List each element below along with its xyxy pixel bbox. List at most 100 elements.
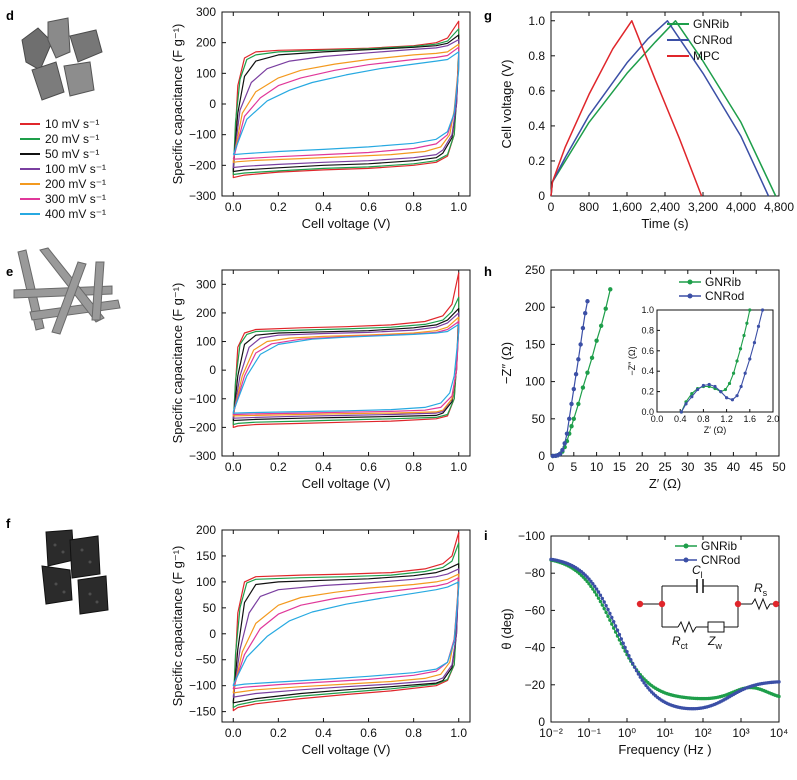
nyquist-point [569,401,574,407]
phase-point [606,614,610,618]
phase-point [600,603,604,607]
phase-point [638,675,642,679]
nyquist-point [585,370,590,375]
y-tick-label: −50 [196,653,217,667]
panel-letter-g: g [484,8,492,23]
gcd-line-CNRod [550,20,770,197]
legend-label: CNRod [693,33,732,47]
y-axis-label: Cell voltage (V) [499,60,514,149]
y-axis-label: θ (deg) [499,608,514,649]
inset-x-tick-label: 0.0 [651,414,664,424]
y-tick-label: 0 [538,449,545,463]
inset-point [742,333,746,338]
legend-label: CNRod [701,553,740,567]
phase-point [593,584,597,588]
inset-y-tick-label: 0.4 [641,366,654,376]
y-tick-label: 100 [196,335,216,349]
y-tick-label: 200 [196,306,216,320]
phase-point [591,581,595,586]
cv-loop-5 [232,43,460,163]
x-tick-label: 0.6 [360,726,377,740]
nanorod-illustration [13,247,121,335]
nyquist-point [560,447,565,453]
nyquist-line-GNRib [552,289,611,457]
circuit-node [734,600,742,608]
x-axis-label: Cell voltage (V) [302,742,391,757]
inset-y-tick-label: 1.0 [641,305,654,315]
x-tick-label: 10 [590,460,604,474]
phase-point [610,622,614,626]
nyquist-point [603,306,608,311]
x-axis-label: Z′ (Ω) [649,476,681,491]
x-tick-label: 1.0 [450,726,467,740]
nyquist-point [573,371,579,377]
x-tick-label: 40 [727,460,741,474]
inset-point [690,395,694,399]
legend-marker [687,293,693,299]
nyquist-point [576,357,581,362]
x-tick-label: 0.8 [405,200,422,214]
cv-chart-d: 0.0 0.2 0.4 0.6 0.8 1.0 −300 −200 −100 0 100 200 300… [170,5,471,231]
y-tick-label: 50 [203,601,217,615]
inset-point [701,383,706,388]
y-tick-label: −100 [518,529,545,543]
legend-marker [683,557,689,563]
nyquist-point [580,325,586,331]
phase-point [594,587,599,591]
cv-loop-7 [232,51,460,156]
x-tick-label: 30 [681,460,695,474]
x-tick-label: 2,400 [650,200,680,214]
legend-label: GNRib [701,539,737,553]
circuit-label-cl-main: C [692,563,701,577]
legend-label: 200 mV s⁻¹ [45,177,106,191]
inset-point [690,392,694,396]
x-tick-label: 10³ [732,726,749,740]
x-tick-label: 15 [613,460,627,474]
y-tick-label: 200 [196,36,216,50]
y-tick-label: 200 [525,300,545,314]
panel-letter-d: d [6,8,14,23]
phase-point [623,645,627,650]
x-tick-label: 0.0 [225,460,242,474]
legend-label: 50 mV s⁻¹ [45,147,99,161]
phase-point [777,680,781,684]
inset-point [735,394,739,398]
circuit-label-rs: Rs [754,581,768,598]
inset-point [760,308,765,312]
nyquist-chart-h: 0 5 10 15 20 25 30 35 40 45 50 0 50 100 150 200 250 Z′ (Ω… [499,263,786,491]
circuit-label-rct: Rct [672,634,688,651]
y-axis-label: Specific capacitance (F g⁻¹) [170,283,185,444]
warburg-element [707,621,725,633]
legend-label: 300 mV s⁻¹ [45,192,106,206]
phase-point [589,584,593,589]
y-tick-label: 300 [196,5,216,19]
legend-label: MPC [693,49,720,63]
phase-point [619,637,623,641]
y-tick-label: 150 [525,337,545,351]
circuit-node [658,600,666,608]
phase-point [600,596,604,601]
y-tick-label: 300 [196,277,216,291]
y-tick-label: −200 [189,420,216,434]
x-tick-label: 0.4 [315,726,332,740]
circuit-label-cl-sub: l [701,570,703,580]
nyquist-point [594,338,599,343]
phase-point [632,665,637,669]
x-tick-label: 1.0 [450,460,467,474]
legend-label: 20 mV s⁻¹ [45,132,99,146]
circuit-label-rs-sub: s [763,588,768,598]
y-tick-label: −60 [525,603,546,617]
inset-x-tick-label: 0.4 [674,414,687,424]
phase-point [631,661,635,666]
x-tick-label: 0.6 [360,200,377,214]
x-tick-label: 25 [658,460,672,474]
inset-x-tick-label: 1.2 [720,414,733,424]
cv-loop-3 [232,308,460,422]
inset-point [752,341,757,345]
phase-point [610,615,614,620]
porous-carbon-illustration [41,529,109,615]
phase-point [591,587,595,591]
legend-marker [683,543,689,549]
